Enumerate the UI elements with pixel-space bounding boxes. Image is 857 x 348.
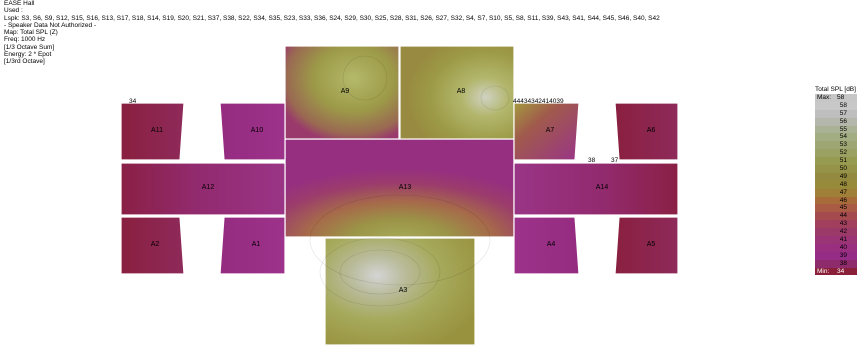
legend-step-value: 41 bbox=[839, 236, 847, 244]
frequency: Freq: 1000 Hz bbox=[4, 36, 46, 44]
legend-step: 56 bbox=[815, 117, 857, 126]
area-label-a14: A14 bbox=[596, 184, 609, 191]
legend-step: 38 bbox=[815, 259, 857, 268]
legend-step-value: 56 bbox=[839, 117, 847, 125]
area-a13[interactable] bbox=[284, 138, 515, 238]
map-info-panel: EASE Hall Used : Lspk: S3, S6, S9, S12, … bbox=[4, 0, 660, 66]
legend-min-value: 34 bbox=[837, 267, 845, 275]
legend-step-value: 47 bbox=[839, 188, 847, 196]
energy: Energy: 2 * Epot bbox=[4, 51, 52, 59]
legend-min-row: Min: 34 bbox=[815, 267, 857, 276]
speaker-label: 38 bbox=[588, 157, 596, 164]
legend-step-value: 42 bbox=[839, 228, 847, 236]
area-label-a5: A5 bbox=[647, 241, 656, 248]
area-label-a12: A12 bbox=[202, 184, 215, 191]
area-a11[interactable] bbox=[120, 102, 185, 161]
legend-step: 55 bbox=[815, 125, 857, 134]
area-label-a2: A2 bbox=[151, 241, 160, 248]
speaker-label: 44434342414039 bbox=[513, 98, 564, 105]
legend-step: 57 bbox=[815, 109, 857, 118]
area-a12[interactable] bbox=[120, 162, 286, 216]
area-a2[interactable] bbox=[120, 216, 185, 275]
area-label-a13: A13 bbox=[399, 184, 412, 191]
area-a1[interactable] bbox=[219, 216, 286, 275]
legend-step: 39 bbox=[815, 251, 857, 260]
area-label-a9: A9 bbox=[341, 88, 350, 95]
legend-step-value: 54 bbox=[839, 133, 847, 141]
legend-step: 52 bbox=[815, 149, 857, 158]
octave-band: [1/3rd Octave] bbox=[4, 58, 45, 66]
legend-title: Total SPL [dB] bbox=[815, 86, 856, 93]
legend-step-value: 53 bbox=[839, 141, 847, 149]
area-label-a4: A4 bbox=[547, 241, 556, 248]
legend-step: 40 bbox=[815, 243, 857, 252]
legend-step-value: 45 bbox=[839, 204, 847, 212]
area-a5[interactable] bbox=[614, 216, 679, 275]
legend-scale: Max: 58 58 57 56 55 54 53 52 51 50 49 48 47 46 45 44 43 42… bbox=[815, 94, 857, 276]
legend-step-value: 49 bbox=[839, 172, 847, 180]
area-label-a10: A10 bbox=[251, 127, 264, 134]
legend-step: 58 bbox=[815, 101, 857, 110]
area-label-a3: A3 bbox=[399, 287, 408, 294]
used-label: Used : bbox=[4, 7, 23, 15]
area-a4[interactable] bbox=[513, 216, 580, 275]
octave-sum: [1/3 Octave Sum] bbox=[4, 43, 55, 51]
legend-step-value: 50 bbox=[839, 165, 847, 173]
area-a8[interactable] bbox=[399, 45, 515, 140]
legend-step-value: 57 bbox=[839, 109, 847, 117]
legend-step-value: 55 bbox=[839, 125, 847, 133]
project-title: EASE Hall bbox=[4, 0, 35, 7]
map-type: Map: Total SPL (Z) bbox=[4, 29, 58, 37]
loudspeaker-list: Lspk: S3, S6, S9, S12, S15, S16, S13, S1… bbox=[4, 14, 660, 22]
legend-step-value: 40 bbox=[839, 243, 847, 251]
speaker-label: 34 bbox=[129, 98, 137, 105]
legend-step: 50 bbox=[815, 165, 857, 173]
legend-step: 46 bbox=[815, 196, 857, 205]
legend-max-label: Max: bbox=[817, 94, 832, 101]
legend-step-value: 46 bbox=[839, 196, 847, 204]
area-a10[interactable] bbox=[219, 102, 286, 161]
area-a3[interactable] bbox=[324, 237, 476, 346]
legend-step: 54 bbox=[815, 133, 857, 142]
legend-step-value: 44 bbox=[839, 212, 847, 220]
legend-step-value: 38 bbox=[839, 259, 847, 267]
area-label-a7: A7 bbox=[546, 127, 555, 134]
legend-step: 41 bbox=[815, 236, 857, 244]
legend-step-value: 43 bbox=[839, 220, 847, 228]
legend-step: 42 bbox=[815, 228, 857, 237]
area-label-a8: A8 bbox=[457, 88, 466, 95]
legend-step: 51 bbox=[815, 157, 857, 166]
legend-step-value: 48 bbox=[839, 180, 847, 188]
legend-step: 47 bbox=[815, 188, 857, 197]
legend-step: 53 bbox=[815, 141, 857, 150]
legend-min-label: Min: bbox=[817, 267, 830, 275]
area-a7[interactable] bbox=[513, 102, 580, 161]
legend-step-value: 51 bbox=[839, 157, 847, 165]
legend-step-value: 58 bbox=[839, 101, 847, 109]
area-label-a11: A11 bbox=[151, 127, 163, 134]
legend-step-value: 39 bbox=[839, 251, 847, 259]
area-a6[interactable] bbox=[614, 102, 679, 161]
area-a9[interactable] bbox=[284, 45, 400, 140]
legend-step: 49 bbox=[815, 172, 857, 181]
legend-step-value: 52 bbox=[839, 149, 847, 157]
speaker-data-notice: - Speaker Data Not Authorized - bbox=[4, 21, 97, 29]
area-label-a1: A1 bbox=[252, 241, 261, 248]
area-a14[interactable] bbox=[513, 162, 679, 216]
speaker-label: 37 bbox=[611, 157, 619, 164]
legend-max-value: 58 bbox=[837, 94, 845, 101]
legend-max-row: Max: 58 bbox=[815, 94, 857, 102]
legend-step: 45 bbox=[815, 204, 857, 213]
legend-step: 44 bbox=[815, 212, 857, 221]
legend-step: 48 bbox=[815, 180, 857, 189]
area-label-a6: A6 bbox=[647, 127, 656, 134]
legend-step: 43 bbox=[815, 220, 857, 229]
